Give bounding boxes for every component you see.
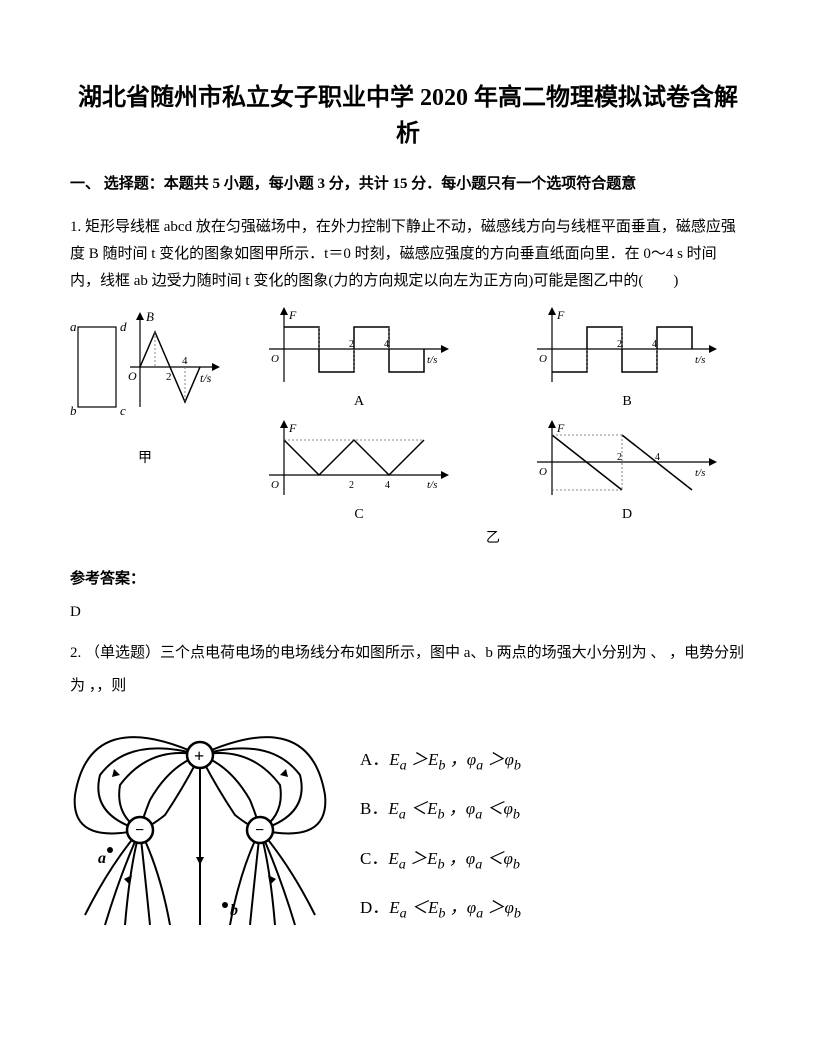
label-a: a (70, 319, 77, 334)
option-C: C．Ea ＞Eb ，φa ＜φb (360, 844, 746, 873)
caption-yi: 乙 (240, 527, 746, 547)
svg-text:F: F (556, 308, 565, 322)
caption-jia: 甲 (70, 447, 220, 467)
q2-container: + − − a b A．Ea ＞Eb ，φa ＞φb B．Ea ＜Eb ，φa … (70, 715, 746, 943)
sub-figure-D: F t/s O 2 4 D (508, 420, 746, 523)
label-A: A (354, 394, 364, 410)
q1-text: 1. 矩形导线框 abcd 放在匀强磁场中，在外力控制下静止不动，磁感线方向与线… (70, 214, 746, 295)
svg-text:O: O (128, 369, 137, 383)
section-header: 一、 选择题：本题共 5 小题，每小题 3 分，共计 15 分．每小题只有一个选… (70, 172, 746, 196)
answer-label: 参考答案： (70, 567, 746, 588)
point-a: a (98, 850, 106, 867)
figure-jia: a d b c B t/s O 2 4 甲 (70, 307, 220, 467)
svg-text:t/s: t/s (695, 467, 705, 479)
svg-text:O: O (271, 479, 279, 491)
svg-text:2: 2 (617, 452, 622, 463)
figure-yi-grid: F t/s O 2 4 A (240, 307, 746, 547)
svg-text:4: 4 (385, 480, 390, 491)
axis-B: B (146, 309, 154, 324)
svg-text:2: 2 (349, 480, 354, 491)
label-D: D (622, 507, 632, 523)
tick-4: 4 (182, 355, 188, 367)
svg-text:4: 4 (384, 339, 389, 350)
sub-figure-C: F t/s O 2 4 C (240, 420, 478, 523)
svg-text:F: F (556, 421, 565, 435)
svg-text:+: + (194, 746, 204, 766)
label-c: c (120, 403, 126, 418)
svg-text:−: − (135, 822, 144, 839)
svg-text:F: F (288, 308, 297, 322)
label-C: C (354, 507, 363, 523)
axis-ts: t/s (200, 371, 212, 385)
q2-figure: + − − a b (70, 715, 330, 940)
svg-text:O: O (539, 353, 547, 365)
q1-figures: a d b c B t/s O 2 4 甲 (70, 307, 746, 547)
sub-figure-A: F t/s O 2 4 A (240, 307, 478, 410)
svg-text:t/s: t/s (427, 354, 437, 366)
tick-2: 2 (166, 371, 172, 383)
svg-text:F: F (288, 421, 297, 435)
svg-text:−: − (255, 822, 264, 839)
svg-text:t/s: t/s (427, 479, 437, 491)
point-b: b (230, 902, 238, 919)
svg-text:O: O (539, 466, 547, 478)
q1-answer: D (70, 604, 746, 621)
svg-text:2: 2 (349, 339, 354, 350)
option-B: B．Ea ＜Eb ，φa ＜φb (360, 794, 746, 823)
q2-options: A．Ea ＞Eb ，φa ＞φb B．Ea ＜Eb ，φa ＜φb C．Ea ＞… (360, 715, 746, 943)
svg-text:O: O (271, 353, 279, 365)
label-b: b (70, 403, 77, 418)
svg-text:4: 4 (652, 339, 657, 350)
svg-text:4: 4 (655, 452, 660, 463)
sub-figure-B: F t/s O 2 4 B (508, 307, 746, 410)
svg-text:t/s: t/s (695, 354, 705, 366)
q2-text: 2. （单选题）三个点电荷电场的电场线分布如图所示，图中 a、b 两点的场强大小… (70, 637, 746, 703)
svg-text:2: 2 (617, 339, 622, 350)
label-B: B (622, 394, 631, 410)
page-title: 湖北省随州市私立女子职业中学 2020 年高二物理模拟试卷含解析 (70, 80, 746, 152)
option-A: A．Ea ＞Eb ，φa ＞φb (360, 745, 746, 774)
option-D: D．Ea ＜Eb ，φa ＞φb (360, 893, 746, 922)
label-d: d (120, 319, 127, 334)
